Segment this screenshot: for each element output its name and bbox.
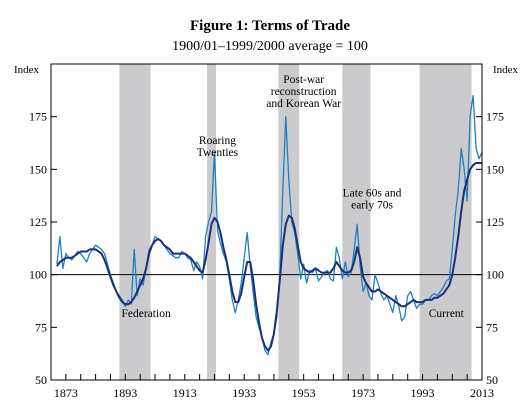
annotation-1: Federation	[122, 308, 171, 320]
y-tick-label-right: 175	[486, 110, 504, 124]
annotation-4: Late 60s and early 70s	[343, 188, 402, 212]
x-tick-label: 1933	[232, 386, 256, 400]
x-tick-label: 2013	[470, 386, 494, 400]
y-tick-label-right: 150	[486, 162, 504, 176]
y-tick-label-left: 75	[35, 320, 47, 334]
series-line-2	[56, 162, 482, 352]
y-tick-label-left: 50	[35, 373, 47, 387]
x-tick-label: 1973	[351, 386, 375, 400]
chart-title: Figure 1: Terms of Trade	[190, 18, 350, 34]
y-tick-label-right: 75	[486, 320, 498, 334]
annotation-3: Post-war reconstruction and Korean War	[266, 74, 341, 110]
shaded-period-5	[419, 64, 472, 380]
shaded-period-3	[278, 64, 300, 380]
x-tick-label: 1873	[54, 386, 78, 400]
y-tick-label-left: 100	[29, 268, 47, 282]
y-tick-label-right: 125	[486, 215, 504, 229]
title-block: Figure 1: Terms of Trade 1900/01–1999/20…	[172, 18, 368, 54]
x-tick-label: 1913	[173, 386, 197, 400]
plot-frame	[50, 63, 483, 381]
x-tick-label: 1953	[292, 386, 316, 400]
y-tick-label-right: 100	[486, 268, 504, 282]
annotation-2: Roaring Twenties	[197, 135, 239, 159]
y-tick-label-left: 125	[29, 215, 47, 229]
plot-area: 50 50 75 75 100 100 125 125 150 150 175 175 1873 1893…	[29, 63, 504, 400]
x-tick-label: 1893	[113, 386, 137, 400]
y-axis-label-left: Index	[14, 64, 40, 76]
annotation-5: Current	[429, 308, 465, 320]
shaded-period-1	[119, 64, 151, 380]
y-tick-label-right: 50	[486, 373, 498, 387]
y-tick-label-left: 150	[29, 162, 47, 176]
y-tick-label-left: 175	[29, 110, 47, 124]
chart-subtitle: 1900/01–1999/2000 average = 100	[172, 39, 368, 54]
shaded-period-4	[342, 64, 371, 380]
y-axis-label-right: Index	[493, 64, 519, 76]
x-tick-label: 1993	[411, 386, 435, 400]
